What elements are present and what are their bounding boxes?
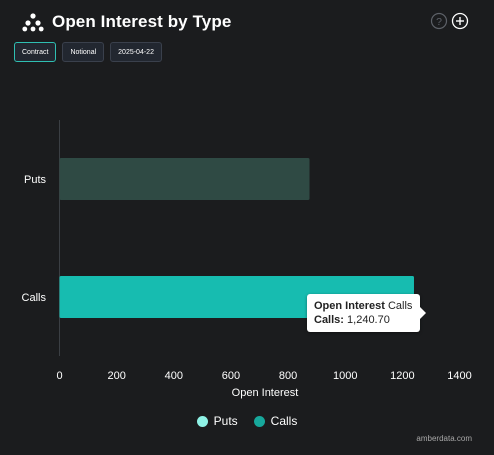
date-button[interactable]: 2025-04-22 (110, 42, 162, 62)
watermark: amberdata.com (416, 434, 472, 443)
tooltip-value: 1,240.70 (347, 314, 390, 326)
tooltip-value-row: Calls: 1,240.70 (314, 313, 413, 327)
legend-item-puts[interactable]: Puts (196, 414, 238, 428)
tooltip-series: Calls (387, 300, 413, 312)
chart-title: Open Interest by Type (52, 12, 232, 31)
legend-dot-calls (253, 415, 265, 427)
plus-circle-icon[interactable] (451, 12, 469, 30)
x-tick-label: 600 (222, 370, 240, 382)
category-label-calls: Calls (22, 292, 47, 304)
help-circle-icon[interactable]: ? (430, 12, 448, 30)
x-tick-label: 400 (165, 370, 183, 382)
x-tick-label: 1400 (447, 370, 471, 382)
legend-dot-puts (196, 415, 208, 427)
svg-text:?: ? (436, 16, 442, 28)
legend-label-calls: Calls (270, 414, 298, 428)
x-tick-label: 0 (56, 370, 62, 382)
x-tick-labels: 0 200 400 600 800 1000 1200 1400 (56, 370, 471, 382)
legend-item-calls[interactable]: Calls (253, 414, 298, 428)
legend-label-puts: Puts (213, 414, 238, 428)
tooltip-label-bold: Open Interest (314, 300, 385, 312)
x-tick-label: 200 (107, 370, 125, 382)
tooltip-value-label: Calls: (314, 314, 344, 326)
x-tick-label: 1200 (390, 370, 414, 382)
amberdata-logo-icon (22, 13, 44, 32)
x-tick-label: 1000 (333, 370, 357, 382)
contract-button[interactable]: Contract (14, 42, 57, 62)
category-labels: Puts Calls (22, 174, 47, 304)
x-tick-label: 800 (279, 370, 297, 382)
bar-tooltip: Open Interest Calls Calls: 1,240.70 (307, 294, 426, 332)
tooltip-title: Open Interest Calls (314, 299, 413, 313)
category-label-puts: Puts (24, 174, 47, 186)
bar-puts[interactable] (59, 158, 310, 200)
chart-legend: Puts Calls (0, 414, 494, 428)
top-icons: ? (430, 12, 469, 30)
chart-header: Open Interest by Type (22, 12, 231, 32)
x-axis-label: Open Interest (232, 387, 299, 399)
notional-button[interactable]: Notional (62, 42, 105, 62)
chart-toolbar: Contract Notional 2025-04-22 (14, 42, 162, 62)
